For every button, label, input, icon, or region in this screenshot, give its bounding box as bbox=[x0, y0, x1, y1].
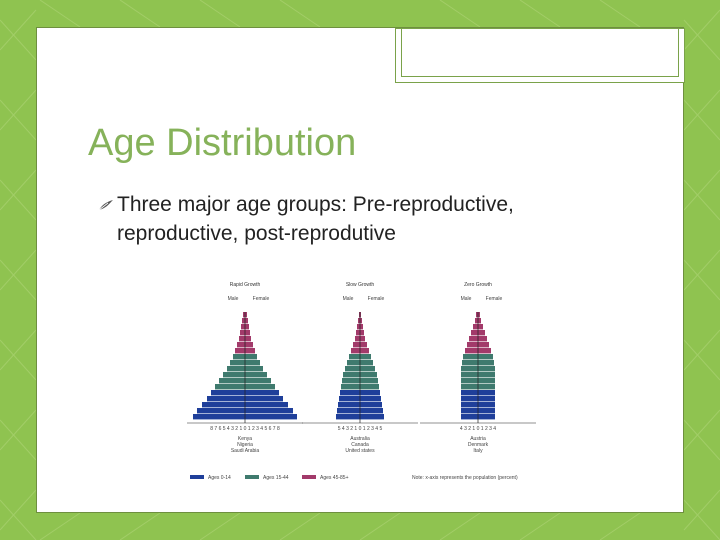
female-label: Female bbox=[368, 296, 385, 302]
bullet-item: Three major age groups: Pre-reproductive… bbox=[98, 190, 618, 248]
slide-title: Age Distribution bbox=[88, 122, 357, 164]
pyramid-title: Rapid Growth bbox=[230, 282, 261, 288]
leaf-bullet-icon bbox=[98, 200, 113, 211]
country-label: Nigeria bbox=[237, 442, 253, 448]
legend-swatch bbox=[302, 475, 316, 479]
bullet-text: Three major age groups: Pre-reproductive… bbox=[117, 193, 514, 245]
country-label: United states bbox=[345, 448, 375, 454]
age-pyramids-figure: Rapid Growth Male Female 8 7 6 5 4 3 2 1 0 … bbox=[187, 282, 536, 481]
country-label: Saudi Arabia bbox=[231, 448, 260, 454]
country-label: Australia bbox=[350, 436, 370, 442]
x-axis-ticks: 4 3 2 1 0 1 2 3 4 bbox=[460, 426, 496, 432]
female-label: Female bbox=[253, 296, 270, 302]
x-axis-ticks: 8 7 6 5 4 3 2 1 0 1 2 3 4 5 6 7 8 bbox=[210, 426, 280, 432]
decorative-tab bbox=[395, 28, 685, 83]
country-label: Italy bbox=[473, 448, 483, 454]
slide-content-area bbox=[36, 27, 685, 513]
legend-label: Ages 45-85+ bbox=[320, 475, 349, 481]
legend-swatch bbox=[245, 475, 259, 479]
pyramid-title: Slow Growth bbox=[346, 282, 375, 288]
male-label: Male bbox=[343, 296, 354, 302]
legend-label: Ages 15-44 bbox=[263, 475, 289, 481]
country-label: Canada bbox=[351, 442, 369, 448]
x-axis-ticks: 5 4 3 2 1 0 1 2 3 4 5 bbox=[338, 426, 383, 432]
country-label: Kenya bbox=[238, 436, 252, 442]
pyramid-title: Zero Growth bbox=[464, 282, 492, 288]
decorative-tab-inner bbox=[401, 29, 679, 77]
legend-label: Ages 0-14 bbox=[208, 475, 231, 481]
country-label: Denmark bbox=[468, 442, 489, 448]
male-label: Male bbox=[461, 296, 472, 302]
figure-note: Note: x-axis represents the population (… bbox=[412, 475, 518, 481]
male-label: Male bbox=[228, 296, 239, 302]
female-label: Female bbox=[486, 296, 503, 302]
legend-swatch bbox=[190, 475, 204, 479]
country-label: Austria bbox=[470, 436, 486, 442]
